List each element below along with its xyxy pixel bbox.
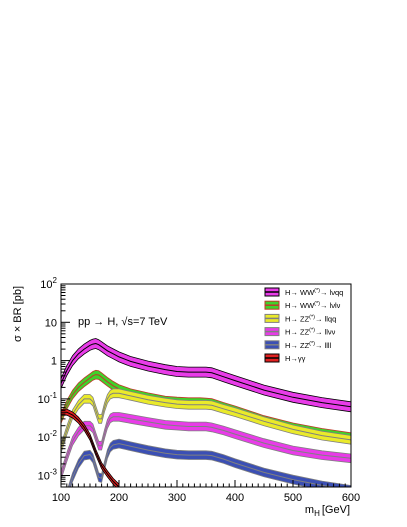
legend-label: H→γγ [285, 354, 306, 363]
series-6-line [61, 411, 120, 487]
legend-item: H→γγ [264, 353, 306, 363]
x-tick-label: 400 [226, 492, 244, 504]
legend-item: H→ ZZ(*)→ llll [264, 340, 332, 350]
legend-label: H→ WW(*)→ lνqq [285, 288, 343, 297]
legend: H→ WW(*)→ lνqq H→ WW(*)→ lνlν H→ ZZ(*)→ ll… [264, 287, 343, 363]
legend-label: H→ WW(*)→ lνlν [285, 301, 341, 310]
y-tick-label: 10-2 [38, 429, 58, 444]
series-5-line [68, 443, 336, 487]
legend-item: H→ ZZ(*)→ llqq [264, 313, 336, 323]
legend-label: H→ ZZ(*)→ llνν [285, 328, 336, 337]
series-6 [61, 408, 120, 487]
series-4-line [61, 416, 351, 476]
x-tick-label: 200 [110, 492, 128, 504]
legend-label: H→ ZZ(*)→ llqq [285, 314, 336, 323]
series-3-band [61, 388, 351, 454]
y-axis-label: σ × BR [pb] [12, 286, 24, 342]
x-axis-label-sub: H [314, 509, 320, 518]
series-1-line [61, 342, 351, 408]
y-tick-label: 102 [40, 276, 57, 291]
legend-item: H→ WW(*)→ lνqq [264, 287, 343, 297]
y-tick-label: 10 [45, 317, 57, 329]
x-axis: 100 200 300 400 500 600 [52, 480, 360, 504]
series-5-band [67, 438, 351, 487]
x-tick-label: 300 [168, 492, 186, 504]
legend-label: H→ ZZ(*)→ llll [285, 341, 332, 350]
y-axis: 10-3 10-2 10-1 1 10 102 [38, 276, 70, 488]
y-tick-label: 10-1 [38, 391, 58, 406]
x-axis-label-main: m [305, 504, 314, 516]
series-1 [61, 338, 351, 413]
series-5 [67, 438, 351, 487]
x-axis-label: mH [GeV] [305, 504, 350, 518]
x-tick-label: 600 [342, 492, 360, 504]
series-layer [61, 338, 351, 487]
x-tick-label: 100 [52, 492, 70, 504]
y-tick-label: 10-3 [38, 468, 58, 483]
series-3-line [61, 392, 351, 449]
legend-item: H→ ZZ(*)→ llνν [264, 327, 336, 337]
series-3 [61, 388, 351, 454]
annotation: pp → H, √s=7 TeV [78, 316, 168, 328]
series-4 [61, 412, 351, 480]
legend-item: H→ WW(*)→ lνlν [264, 300, 341, 310]
x-tick-label: 500 [284, 492, 302, 504]
series-4-band [61, 412, 351, 480]
x-axis-label-unit: [GeV] [322, 504, 350, 516]
series-6-band [61, 408, 120, 487]
y-tick-label: 1 [51, 356, 57, 368]
